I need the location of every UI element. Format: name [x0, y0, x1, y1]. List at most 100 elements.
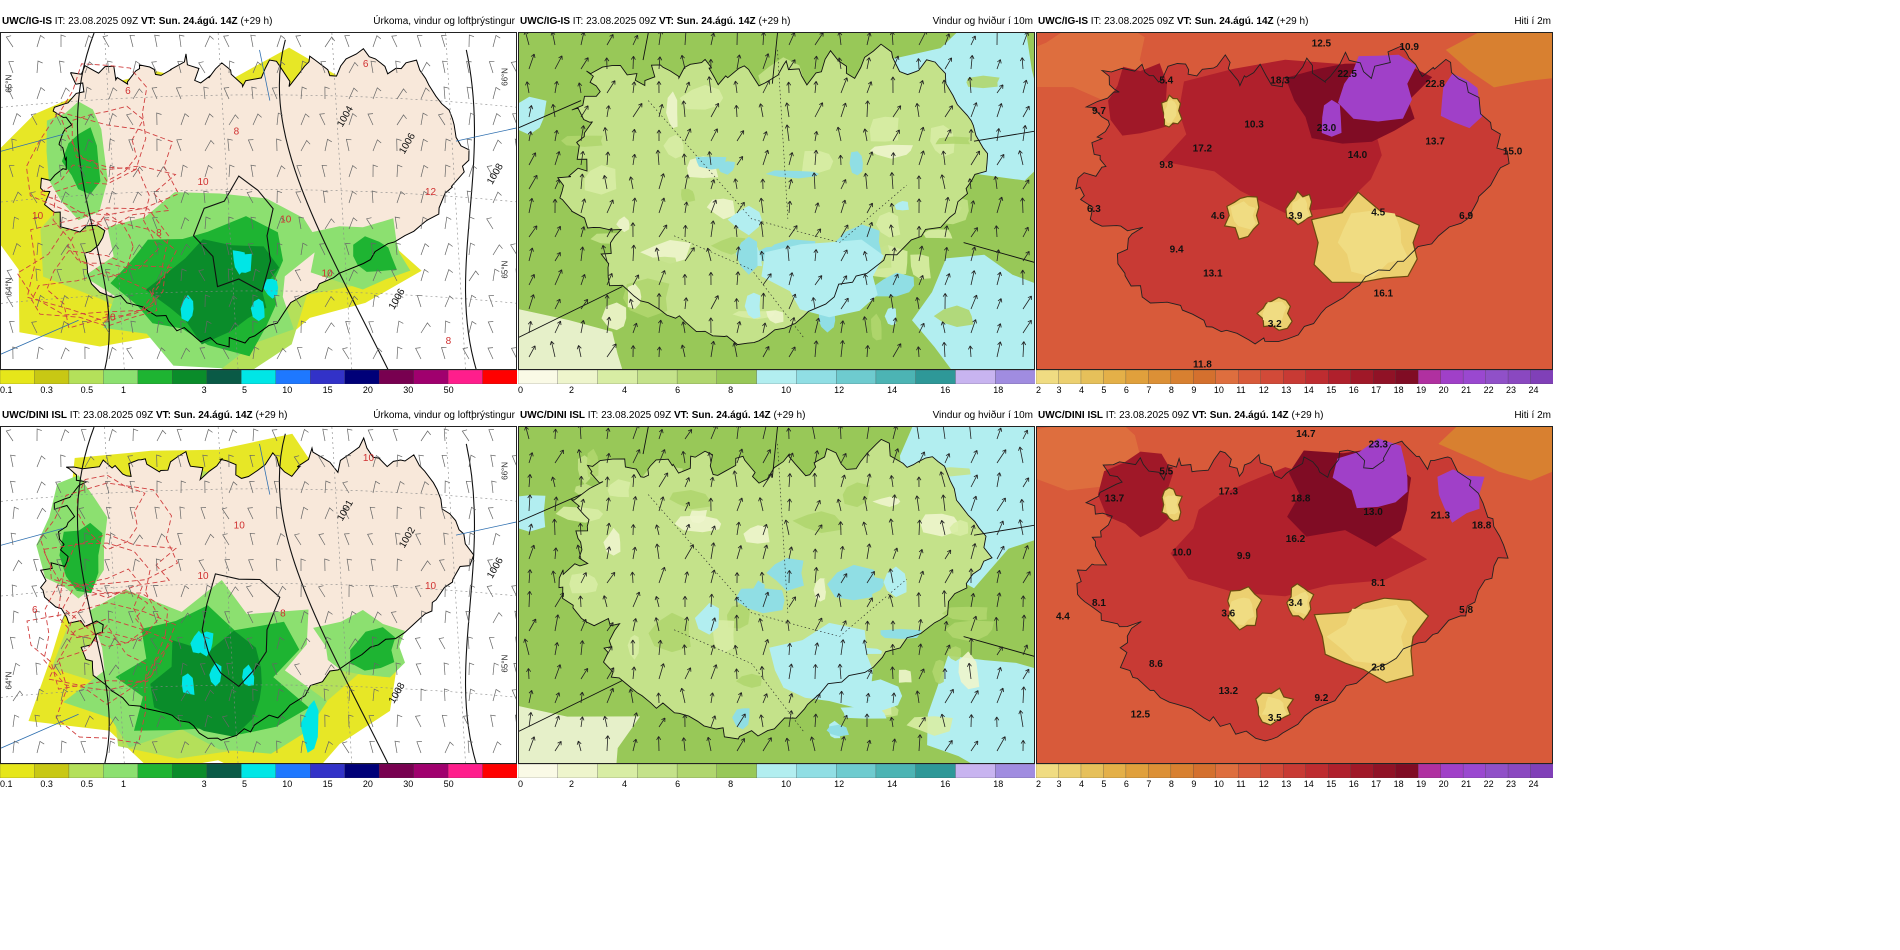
- colorbar-swatch: [275, 764, 311, 778]
- colorbar-swatch: [1395, 370, 1419, 384]
- lead-time: (+29 h): [255, 410, 288, 421]
- precip-colorbar: [0, 764, 517, 778]
- colorbar-swatch: [137, 370, 173, 384]
- colorbar-tick-label: 4: [1078, 385, 1084, 395]
- wind-vectors: [523, 33, 1032, 358]
- colorbar-tick-label: 11: [1236, 385, 1246, 395]
- colorbar-swatch: [955, 370, 996, 384]
- colorbar-tick-label: 1: [120, 779, 126, 789]
- panel-title: Úrkoma, vindur og loftþrýstingur: [373, 410, 515, 421]
- colorbar-tick-label: 10: [781, 385, 792, 395]
- temp-contour-label: 6: [363, 59, 369, 70]
- coastline: [556, 43, 989, 346]
- temp-map[interactable]: 12.5 10.9 5.4 18.3 22.5 22.8 9.7 10.3 23.0 17.2 14…: [1036, 32, 1553, 370]
- init-time: 23.08.2025 09Z: [586, 16, 657, 27]
- graticule: [1, 33, 516, 369]
- panel-header: UWC/IG-IS IT: 23.08.2025 09Z VT: Sun. 24…: [1036, 12, 1553, 32]
- colorbar-swatch: [241, 764, 277, 778]
- wind-map[interactable]: [518, 32, 1035, 370]
- colorbar-swatch: [1530, 764, 1553, 778]
- it-label: IT:: [587, 410, 599, 421]
- temp-value-label: 5.5: [1159, 466, 1173, 477]
- colorbar-swatch: [915, 370, 957, 384]
- valid-time: Sun. 24.ágú. 14Z: [691, 410, 771, 421]
- colorbar-tick-label: 14: [887, 779, 898, 789]
- colorbar-tick-label: 6: [1123, 385, 1129, 395]
- colorbar-tick-label: 6: [675, 385, 681, 395]
- colorbar-swatch: [1193, 764, 1217, 778]
- colorbar-swatch: [172, 370, 208, 384]
- temp-value-label: 3.2: [1268, 319, 1282, 330]
- colorbar-tick-label: 10: [1213, 779, 1224, 789]
- colorbar-swatch: [756, 370, 798, 384]
- precip-map[interactable]: 1001 1002 1006 1008 10 10 10 10 6 8 66°N 65°N 64°N: [0, 426, 517, 764]
- colorbar-tick-label: 0.3: [40, 385, 53, 395]
- colorbar-tick-label: 7: [1146, 779, 1152, 789]
- colorbar-tick-label: 30: [403, 779, 414, 789]
- wind-map-svg: [519, 427, 1034, 763]
- colorbar-tick-label: 0.3: [40, 779, 53, 789]
- colorbar-tick-label: 10: [781, 779, 792, 789]
- colorbar-tick-label: 9: [1191, 385, 1197, 395]
- colorbar-tick-label: 9: [1191, 779, 1197, 789]
- latitude-label: 66°N: [501, 68, 510, 86]
- init-time: 23.08.2025 09Z: [601, 410, 672, 421]
- colorbar-swatch: [1485, 764, 1509, 778]
- colorbar-swatch: [756, 764, 798, 778]
- colorbar-tick-label: 10: [1213, 385, 1224, 395]
- colorbar-swatch: [103, 764, 139, 778]
- temp-value-label: 17.3: [1219, 487, 1239, 498]
- colorbar-tick-label: 3: [201, 385, 207, 395]
- temp-value-label: 18.8: [1291, 493, 1311, 504]
- colorbar-tick-label: 15: [322, 779, 333, 789]
- colorbar-tick-label: 23: [1506, 779, 1517, 789]
- temp-map[interactable]: 14.7 23.3 5.5 13.7 17.3 18.8 13.0 21.3 18.8 10.0 9…: [1036, 426, 1553, 764]
- vt-label: VT:: [155, 410, 171, 421]
- panel-header: UWC/DINI ISL IT: 23.08.2025 09Z VT: Sun.…: [1036, 406, 1553, 426]
- precip-map[interactable]: 1004 1006 1008 1006 6 8 10 12 10 10 8 6 8 10 10 66°N 65°…: [0, 32, 517, 370]
- projection-lines: [519, 427, 1034, 732]
- colorbar-swatch: [68, 764, 105, 778]
- colorbar-swatch: [1148, 764, 1172, 778]
- colorbar-swatch: [1350, 370, 1374, 384]
- colorbar-swatch: [518, 764, 559, 778]
- panel-title: Úrkoma, vindur og loftþrýstingur: [373, 16, 515, 27]
- colorbar-swatch: [413, 370, 449, 384]
- model-name: UWC/IG-IS: [520, 16, 570, 27]
- colorbar-tick-label: 20: [362, 779, 373, 789]
- run-info: UWC/DINI ISL IT: 23.08.2025 09Z VT: Sun.…: [520, 406, 805, 426]
- colorbar-swatch: [1103, 370, 1127, 384]
- colorbar-tick-label: 15: [322, 385, 333, 395]
- valid-time: Sun. 24.ágú. 14Z: [1209, 410, 1289, 421]
- colorbar-swatch: [1170, 764, 1194, 778]
- init-time: 23.08.2025 09Z: [68, 16, 139, 27]
- colorbar-tick-label: 12: [834, 779, 845, 789]
- colorbar-swatch: [1238, 370, 1262, 384]
- colorbar-tick-label: 17: [1371, 385, 1382, 395]
- model-name: UWC/DINI ISL: [520, 410, 585, 421]
- colorbar-swatch: [1417, 370, 1442, 384]
- colorbar-tick-label: 10: [282, 385, 293, 395]
- panel-title: Hiti í 2m: [1514, 16, 1551, 27]
- colorbar-swatch: [1305, 370, 1329, 384]
- temp-contour-label: 6: [32, 605, 38, 616]
- colorbar-tick-label: 17: [1371, 779, 1382, 789]
- temp-value-label: 21.3: [1431, 510, 1451, 521]
- colorbar-tick-label: 0.1: [0, 779, 13, 789]
- coastline: [1075, 45, 1510, 345]
- temp-value-label: 14.0: [1348, 150, 1368, 161]
- colorbar-swatch: [557, 764, 599, 778]
- colorbar-tick-label: 3: [201, 779, 207, 789]
- colorbar-swatch: [413, 764, 449, 778]
- colorbar-tick-label: 20: [1438, 385, 1449, 395]
- colorbar-swatch: [1215, 370, 1239, 384]
- colorbar-swatch: [206, 764, 242, 778]
- colorbar-tick-label: 2: [569, 385, 575, 395]
- run-info: UWC/IG-IS IT: 23.08.2025 09Z VT: Sun. 24…: [2, 12, 272, 32]
- vt-label: VT:: [1191, 410, 1207, 421]
- wind-map[interactable]: [518, 426, 1035, 764]
- wind-colorbar: [518, 370, 1035, 384]
- temp-contour-label: 10: [197, 571, 209, 582]
- colorbar-swatch: [1440, 370, 1464, 384]
- model-name: UWC/IG-IS: [2, 16, 52, 27]
